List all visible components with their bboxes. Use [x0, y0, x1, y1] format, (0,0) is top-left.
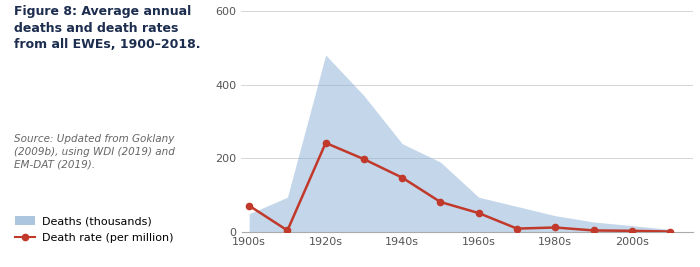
Text: Source: Updated from Goklany
(2009b), using WDI (2019) and
EM-DAT (2019).: Source: Updated from Goklany (2009b), us… — [15, 134, 176, 170]
Legend: Deaths (thousands), Death rate (per million): Deaths (thousands), Death rate (per mill… — [15, 216, 174, 243]
Text: Figure 8: Average annual
deaths and death rates
from all EWEs, 1900–2018.: Figure 8: Average annual deaths and deat… — [15, 5, 201, 51]
